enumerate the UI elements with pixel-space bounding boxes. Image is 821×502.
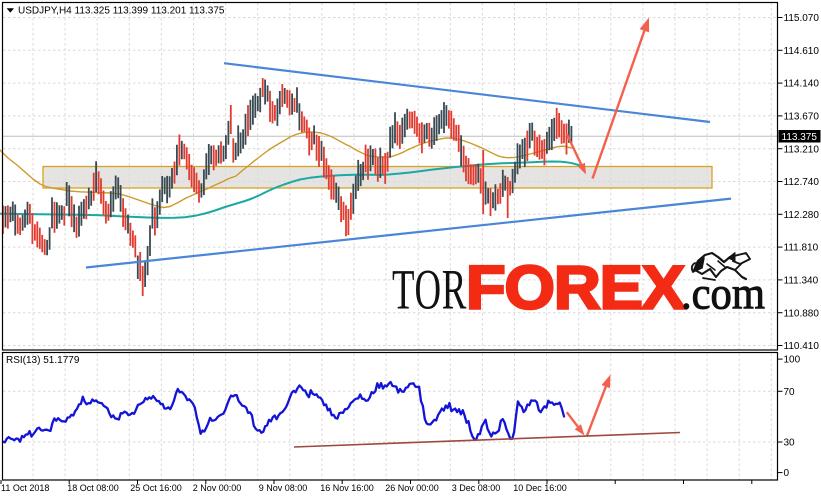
svg-text:112.740: 112.740 bbox=[784, 177, 820, 188]
svg-text:113.210: 113.210 bbox=[784, 144, 820, 155]
svg-text:110.880: 110.880 bbox=[784, 308, 820, 319]
svg-text:113.670: 113.670 bbox=[784, 112, 820, 123]
svg-text:30: 30 bbox=[784, 438, 796, 449]
svg-text:114.610: 114.610 bbox=[784, 46, 820, 57]
svg-text:RSI(13) 51.1779: RSI(13) 51.1779 bbox=[6, 355, 80, 366]
svg-text:112.280: 112.280 bbox=[784, 210, 820, 221]
svg-text:70: 70 bbox=[784, 387, 796, 398]
svg-text:10 Dec 16:00: 10 Dec 16:00 bbox=[513, 483, 567, 493]
svg-text:11 Oct 2018: 11 Oct 2018 bbox=[1, 483, 49, 493]
svg-text:0: 0 bbox=[784, 468, 790, 479]
svg-text:25 Oct 16:00: 25 Oct 16:00 bbox=[130, 483, 182, 493]
svg-text:110.410: 110.410 bbox=[784, 341, 820, 352]
svg-text:TOR: TOR bbox=[392, 259, 467, 322]
svg-text:26 Nov 00:00: 26 Nov 00:00 bbox=[385, 483, 439, 493]
svg-text:9 Nov 08:00: 9 Nov 08:00 bbox=[259, 483, 308, 493]
svg-text:111.810: 111.810 bbox=[784, 243, 819, 254]
svg-text:111.340: 111.340 bbox=[784, 276, 819, 287]
svg-text:3 Dec 08:00: 3 Dec 08:00 bbox=[452, 483, 501, 493]
svg-text:113.375: 113.375 bbox=[782, 132, 818, 143]
svg-text:115.070: 115.070 bbox=[784, 13, 820, 24]
svg-text:18 Oct 08:00: 18 Oct 08:00 bbox=[67, 483, 119, 493]
svg-text:.com: .com bbox=[681, 268, 765, 319]
svg-text:16 Nov 16:00: 16 Nov 16:00 bbox=[320, 483, 374, 493]
svg-text:FOREX: FOREX bbox=[466, 254, 685, 322]
svg-text:100: 100 bbox=[784, 355, 801, 366]
svg-text:2 Nov 00:00: 2 Nov 00:00 bbox=[193, 483, 242, 493]
svg-text:114.140: 114.140 bbox=[784, 79, 820, 90]
svg-text:USDJPY,H4 113.325 113.399 113: USDJPY,H4 113.325 113.399 113.201 113.37… bbox=[18, 6, 225, 17]
